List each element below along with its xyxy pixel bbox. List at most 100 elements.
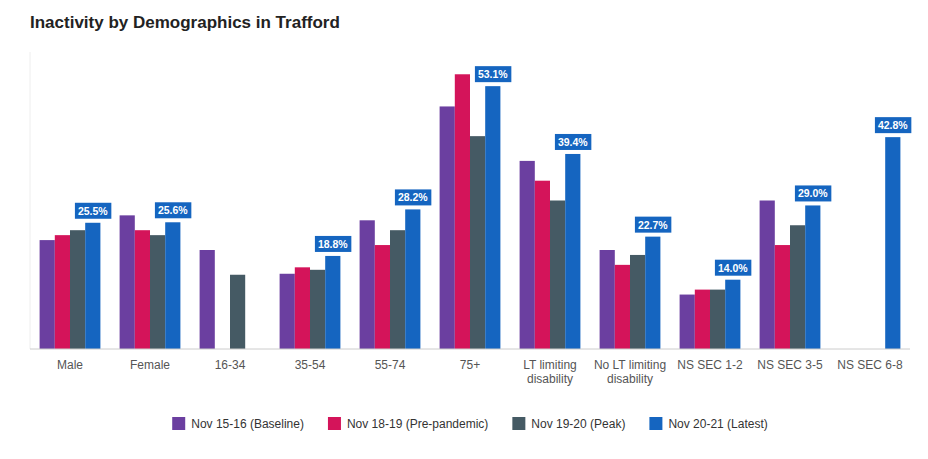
- data-label-box: [875, 117, 911, 133]
- bar: [200, 250, 215, 349]
- legend-label: Nov 15-16 (Baseline): [191, 417, 304, 431]
- data-label-group: 42.8%: [875, 117, 911, 133]
- plot-area: [40, 74, 901, 349]
- x-tick-label: 16-34: [215, 358, 246, 372]
- bar: [680, 295, 695, 349]
- bar: [455, 74, 470, 349]
- x-tick-label-line: 55-74: [375, 358, 406, 372]
- x-tick-label-line: NS SEC 3-5: [757, 358, 823, 372]
- legend-item: Nov 20-21 (Latest): [649, 417, 767, 431]
- bar: [40, 240, 55, 349]
- chart-title: Inactivity by Demographics in Trafford: [30, 13, 340, 32]
- data-label-box: [395, 189, 431, 205]
- x-tick-label: Male: [57, 358, 83, 372]
- data-label-group: 25.6%: [155, 202, 191, 218]
- x-tick-label-line: 16-34: [215, 358, 246, 372]
- data-label-group: 39.4%: [555, 134, 591, 150]
- data-label: 39.4%: [558, 136, 588, 148]
- bar: [150, 235, 165, 349]
- bar: [295, 267, 310, 349]
- bar: [805, 205, 820, 349]
- bar: [165, 222, 180, 349]
- data-label-group: 28.2%: [395, 189, 431, 205]
- x-tick-label: 75+: [460, 358, 480, 372]
- x-tick-label: 55-74: [375, 358, 406, 372]
- legend-item: Nov 18-19 (Pre-pandemic): [328, 417, 488, 431]
- legend-label: Nov 18-19 (Pre-pandemic): [347, 417, 488, 431]
- x-tick-label-line: LT limiting: [523, 358, 577, 372]
- x-axis-line: [30, 349, 910, 350]
- x-tick-label: LT limitingdisability: [523, 358, 577, 386]
- bar: [885, 137, 900, 349]
- bar: [390, 230, 405, 349]
- bar: [70, 230, 85, 349]
- x-tick-label-line: Female: [130, 358, 170, 372]
- x-tick-label: NS SEC 1-2: [677, 358, 743, 372]
- legend-item: Nov 19-20 (Peak): [512, 417, 625, 431]
- data-label-group: 14.0%: [715, 260, 751, 276]
- bar: [440, 106, 455, 349]
- bar: [360, 220, 375, 349]
- x-tick-label-line: 35-54: [295, 358, 326, 372]
- x-tick-label: NS SEC 6-8: [837, 358, 903, 372]
- bar: [565, 154, 580, 349]
- bar: [695, 290, 710, 349]
- bar: [230, 275, 245, 349]
- x-tick-label-line: disability: [527, 372, 573, 386]
- bar: [375, 245, 390, 349]
- data-label: 42.8%: [878, 119, 908, 131]
- bar: [85, 223, 100, 349]
- bar: [645, 237, 660, 349]
- bar: [615, 265, 630, 349]
- bar: [310, 270, 325, 349]
- x-tick-label: 35-54: [295, 358, 326, 372]
- bar: [485, 86, 500, 349]
- x-tick-label-line: 75+: [460, 358, 480, 372]
- bar: [120, 215, 135, 349]
- data-label: 53.1%: [478, 68, 508, 80]
- chart-svg: Inactivity by Demographics in Trafford Ma…: [0, 0, 928, 459]
- data-label-group: 22.7%: [635, 217, 671, 233]
- x-tick-label-line: NS SEC 1-2: [677, 358, 743, 372]
- bar: [710, 290, 725, 349]
- x-tick-label: Female: [130, 358, 170, 372]
- data-label: 25.6%: [158, 204, 188, 216]
- bar: [725, 280, 740, 349]
- data-label: 22.7%: [638, 219, 668, 231]
- data-label-group: 25.5%: [75, 203, 111, 219]
- data-label: 25.5%: [78, 205, 108, 217]
- x-tick-label-line: Male: [57, 358, 83, 372]
- bar: [520, 161, 535, 349]
- legend-swatch: [328, 417, 341, 430]
- legend-item: Nov 15-16 (Baseline): [172, 417, 304, 431]
- bar: [535, 181, 550, 349]
- data-label: 14.0%: [718, 262, 748, 274]
- x-tick-label-line: NS SEC 6-8: [837, 358, 903, 372]
- legend-label: Nov 19-20 (Peak): [531, 417, 625, 431]
- bar: [550, 201, 565, 350]
- legend: Nov 15-16 (Baseline) Nov 18-19 (Pre-pande…: [172, 417, 768, 431]
- bar: [405, 209, 420, 349]
- legend-swatch: [172, 417, 185, 430]
- x-tick-label: No LT limitingdisability: [594, 358, 666, 386]
- data-label-box: [795, 185, 831, 201]
- data-label-box: [715, 260, 751, 276]
- x-tick-label: NS SEC 3-5: [757, 358, 823, 372]
- x-tick-label-line: disability: [607, 372, 653, 386]
- bar: [775, 245, 790, 349]
- data-label-group: 29.0%: [795, 185, 831, 201]
- data-label-box: [155, 202, 191, 218]
- x-tick-label-line: No LT limiting: [594, 358, 666, 372]
- bar: [135, 230, 150, 349]
- data-label: 18.8%: [318, 238, 348, 250]
- bar: [790, 225, 805, 349]
- legend-swatch: [512, 417, 525, 430]
- data-label: 29.0%: [798, 187, 828, 199]
- legend-swatch: [649, 417, 662, 430]
- data-label-group: 18.8%: [315, 236, 351, 252]
- bar: [470, 136, 485, 349]
- data-label: 28.2%: [398, 191, 428, 203]
- data-label-group: 53.1%: [475, 66, 511, 82]
- data-label-box: [315, 236, 351, 252]
- bar: [55, 235, 70, 349]
